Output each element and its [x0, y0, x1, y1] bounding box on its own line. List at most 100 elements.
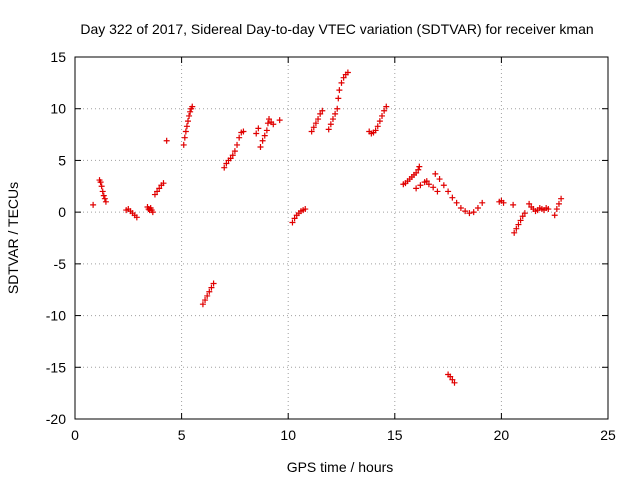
data-point	[551, 212, 558, 219]
y-tick-label: -5	[54, 256, 67, 272]
data-point	[440, 182, 447, 189]
data-point	[208, 284, 215, 291]
data-point	[436, 176, 443, 183]
data-point	[102, 198, 109, 205]
data-point	[204, 292, 211, 299]
data-point	[449, 194, 456, 201]
data-point	[163, 137, 170, 144]
data-point	[223, 160, 230, 167]
data-point	[240, 128, 247, 135]
data-point	[545, 206, 552, 213]
data-point	[199, 301, 206, 308]
data-point	[149, 209, 156, 216]
data-point	[151, 191, 158, 198]
data-point	[329, 116, 336, 123]
data-point	[156, 185, 163, 192]
data-point	[500, 199, 507, 206]
data-point	[310, 124, 317, 131]
data-point	[206, 288, 213, 295]
data-point	[340, 74, 347, 81]
data-point	[100, 192, 107, 199]
data-point	[413, 169, 420, 176]
data-point	[558, 195, 565, 202]
data-point	[335, 95, 342, 102]
data-point	[430, 184, 437, 191]
data-point	[470, 209, 477, 216]
data-point	[263, 127, 270, 134]
y-tick-label: 15	[50, 49, 66, 65]
data-point	[457, 205, 464, 212]
data-point	[264, 120, 271, 127]
data-point	[261, 132, 268, 139]
data-point	[415, 166, 422, 173]
x-tick-label: 20	[494, 427, 510, 443]
data-point	[312, 120, 319, 127]
data-point	[432, 170, 439, 177]
data-point	[334, 105, 341, 112]
data-point	[383, 103, 390, 110]
data-point	[517, 217, 524, 224]
data-point	[462, 208, 469, 215]
data-point	[253, 130, 260, 137]
data-point	[227, 155, 234, 162]
data-point	[338, 79, 345, 86]
grid-lines	[75, 57, 608, 419]
plot-frame	[74, 56, 609, 420]
data-point	[327, 121, 334, 128]
data-point	[154, 188, 161, 195]
chart-title: Day 322 of 2017, Sidereal Day-to-day VTE…	[80, 21, 593, 37]
data-point	[133, 214, 140, 221]
data-point	[259, 137, 266, 144]
x-tick-label: 10	[280, 427, 296, 443]
data-point	[417, 182, 424, 189]
data-point	[449, 376, 456, 383]
data-point	[423, 178, 430, 185]
y-tick-label: 5	[58, 152, 66, 168]
y-tick-label: -10	[46, 308, 66, 324]
x-tick-label: 5	[178, 427, 186, 443]
data-point	[90, 201, 97, 208]
data-point	[474, 205, 481, 212]
data-point	[189, 103, 196, 110]
data-point	[372, 127, 379, 134]
data-point	[234, 141, 241, 148]
data-point	[513, 225, 520, 232]
data-point	[344, 69, 351, 76]
y-tick-label: 10	[50, 101, 66, 117]
data-point	[451, 379, 458, 386]
data-point	[180, 141, 187, 148]
data-point	[325, 126, 332, 133]
data-point	[445, 188, 452, 195]
data-point	[98, 183, 105, 190]
data-point	[315, 116, 322, 123]
data-point	[229, 152, 236, 159]
data-point	[97, 179, 104, 186]
data-point	[519, 213, 526, 220]
data-point	[302, 206, 309, 213]
x-axis-label: GPS time / hours	[287, 459, 394, 475]
data-point	[336, 87, 343, 94]
data-point	[210, 280, 217, 287]
data-points	[90, 69, 565, 386]
data-point	[276, 117, 283, 124]
x-tick-label: 25	[600, 427, 616, 443]
data-point	[270, 121, 277, 128]
data-point	[379, 112, 386, 119]
data-point	[202, 297, 209, 304]
data-point	[319, 107, 326, 114]
x-tick-label: 0	[71, 427, 79, 443]
data-point	[291, 215, 298, 222]
data-point	[425, 181, 432, 188]
data-point	[183, 123, 190, 130]
y-tick-label: -20	[46, 411, 66, 427]
data-point	[257, 143, 264, 150]
data-point	[515, 221, 522, 228]
data-point	[376, 118, 383, 125]
data-point	[181, 134, 188, 141]
y-axis-label: SDTVAR / TECUs	[5, 182, 21, 294]
data-point	[99, 188, 106, 195]
data-point	[453, 199, 460, 206]
data-point	[101, 195, 108, 202]
y-tick-label: 0	[58, 204, 66, 220]
data-point	[555, 200, 562, 207]
